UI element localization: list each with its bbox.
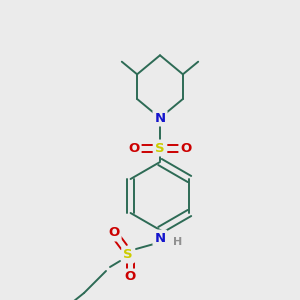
Text: H: H [173, 237, 183, 247]
Text: N: N [154, 112, 166, 124]
Text: O: O [108, 226, 120, 239]
Text: O: O [180, 142, 192, 154]
Text: S: S [123, 248, 133, 262]
Text: O: O [128, 142, 140, 154]
Text: O: O [124, 271, 136, 284]
Text: N: N [154, 232, 166, 244]
Text: S: S [155, 142, 165, 154]
